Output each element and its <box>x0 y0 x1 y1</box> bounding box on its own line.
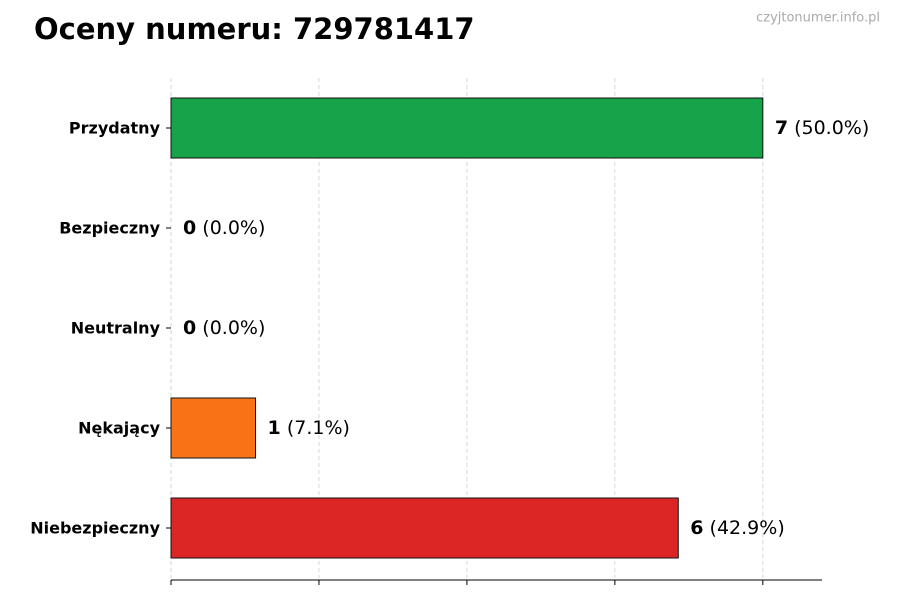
percent-label: (0.0%) <box>202 217 265 239</box>
percent-label: (50.0%) <box>794 117 869 139</box>
percent-label: (7.1%) <box>287 417 350 439</box>
value-label: 6 (42.9%) <box>690 517 784 539</box>
bar <box>170 397 257 459</box>
y-tick-label: Bezpieczny <box>59 219 160 238</box>
bar <box>170 97 764 159</box>
y-tick-label: Neutralny <box>71 319 161 338</box>
watermark: czyjtonumer.info.pl <box>756 11 880 26</box>
percent-label: (0.0%) <box>202 317 265 339</box>
y-tick-label: Nękający <box>78 419 160 438</box>
value-label: 0 (0.0%) <box>183 217 265 239</box>
value-label: 7 (50.0%) <box>775 117 869 139</box>
y-tick-label: Niebezpieczny <box>30 519 160 538</box>
value: 0 <box>183 317 196 339</box>
value-label: 0 (0.0%) <box>183 317 265 339</box>
value: 6 <box>690 517 703 539</box>
value: 1 <box>268 417 281 439</box>
chart-title: Oceny numeru: 729781417 <box>34 12 475 46</box>
value-label: 1 (7.1%) <box>268 417 350 439</box>
value: 0 <box>183 217 196 239</box>
value: 7 <box>775 117 788 139</box>
y-tick-label: Przydatny <box>69 119 161 138</box>
percent-label: (42.9%) <box>710 517 785 539</box>
bar <box>170 497 679 559</box>
